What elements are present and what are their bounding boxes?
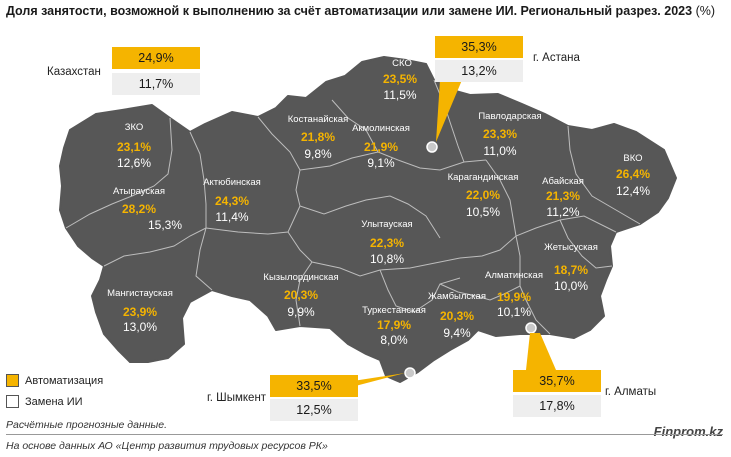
region-name: Акмолинская <box>352 123 410 134</box>
region-repl: 12,6% <box>117 156 151 170</box>
region-name: Жамбылская <box>428 291 486 302</box>
country-shape <box>59 56 677 383</box>
region-name: Мангистауская <box>107 288 173 299</box>
almaty-auto-value: 35,7% <box>513 370 601 392</box>
region-repl: 10,1% <box>497 305 531 319</box>
region-repl: 9,9% <box>287 305 315 319</box>
region-auto: 20,3% <box>440 309 474 323</box>
region-auto: 19,9% <box>497 290 531 304</box>
region-auto: 23,5% <box>383 72 417 86</box>
region-name: Павлодарская <box>478 111 541 122</box>
region-name: Улытауская <box>361 219 412 230</box>
shymkent-label: г. Шымкент <box>207 392 267 404</box>
region-auto: 23,3% <box>483 127 517 141</box>
region-repl: 11,5% <box>383 88 416 102</box>
national-label: Казахстан <box>47 66 101 78</box>
astana-marker[interactable] <box>426 141 438 153</box>
region-auto: 21,9% <box>364 140 398 154</box>
region-auto: 23,9% <box>123 305 157 319</box>
shymkent-marker[interactable] <box>404 367 416 379</box>
almaty-label: г. Алматы <box>605 386 657 398</box>
shymkent-repl-value: 12,5% <box>270 399 358 421</box>
region-repl: 8,0% <box>380 333 408 347</box>
region-name: ВКО <box>623 153 642 164</box>
astana-label: г. Астана <box>533 52 580 64</box>
astana-repl-value: 13,2% <box>435 60 523 82</box>
region-auto: 23,1% <box>117 140 151 154</box>
region-repl: 10,8% <box>370 252 404 266</box>
almaty-marker[interactable] <box>525 322 537 334</box>
almaty-repl-value: 17,8% <box>513 395 601 417</box>
region-repl: 10,5% <box>466 205 500 219</box>
legend-repl: Замена ИИ <box>6 395 83 408</box>
legend-repl-label: Замена ИИ <box>25 395 83 408</box>
region-auto: 17,9% <box>377 318 411 332</box>
region-auto: 21,3% <box>546 189 580 203</box>
region-name: Жетысуская <box>544 242 598 253</box>
legend-auto: Автоматизация <box>6 374 103 387</box>
legend-auto-swatch <box>6 374 19 387</box>
footnote: Расчётные прогнозные данные. <box>6 419 167 431</box>
legend-repl-swatch <box>6 395 19 408</box>
region-name: Кызылординская <box>263 272 338 283</box>
region-name: Туркестанская <box>362 305 426 316</box>
region-repl: 11,4% <box>215 210 248 224</box>
region-auto: 20,3% <box>284 288 318 302</box>
region-name: Костанайская <box>288 114 348 125</box>
region-repl: 11,2% <box>546 205 579 219</box>
brand-logo: Finprom.kz <box>653 424 723 439</box>
national-repl-value: 11,7% <box>112 73 200 95</box>
legend-auto-label: Автоматизация <box>25 374 104 387</box>
astana-auto-value: 35,3% <box>435 36 523 58</box>
region-auto: 24,3% <box>215 194 249 208</box>
region-borders <box>65 79 641 335</box>
astana-pointer <box>436 80 462 142</box>
region-auto: 28,2% <box>122 202 156 216</box>
region-name: Абайская <box>542 176 584 187</box>
region-name: Актюбинская <box>203 177 261 188</box>
region-name: СКО <box>392 58 412 69</box>
region-repl: 11,0% <box>483 144 516 158</box>
source-note: На основе данных АО «Центр развития труд… <box>6 440 328 452</box>
region-name: Карагандинская <box>448 172 519 183</box>
region-auto: 22,0% <box>466 188 500 202</box>
region-repl: 15,3% <box>148 218 182 232</box>
region-auto: 21,8% <box>301 130 335 144</box>
almaty-pointer <box>526 333 556 370</box>
region-repl: 13,0% <box>123 320 157 334</box>
chart-title: Доля занятости, возможной к выполнению з… <box>6 4 716 18</box>
region-repl: 9,1% <box>367 156 395 170</box>
region-repl: 12,4% <box>616 184 650 198</box>
region-auto: 18,7% <box>554 263 588 277</box>
region-auto: 22,3% <box>370 236 404 250</box>
region-repl: 10,0% <box>554 279 588 293</box>
region-labels: СКО 23,5% 11,5% Костанайская 21,8% 9,8% … <box>107 58 650 347</box>
shymkent-auto-value: 33,5% <box>270 375 358 397</box>
region-name: ЗКО <box>125 122 144 133</box>
region-name: Алматинская <box>485 270 543 281</box>
region-name: Атырауская <box>113 186 165 197</box>
region-repl: 9,8% <box>304 147 332 161</box>
footer-divider <box>6 434 723 435</box>
region-repl: 9,4% <box>443 326 471 340</box>
region-auto: 26,4% <box>616 167 650 181</box>
national-auto-value: 24,9% <box>112 47 200 69</box>
